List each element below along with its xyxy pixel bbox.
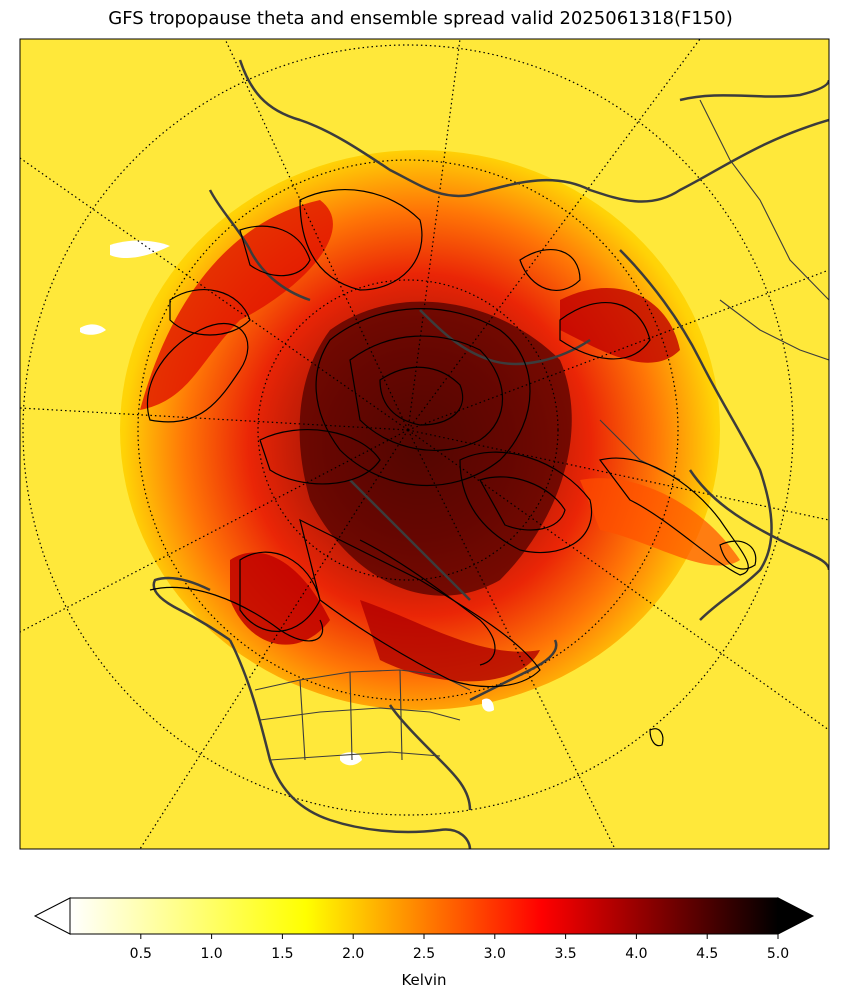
colorbar-tick-label: 1.5	[271, 946, 293, 962]
coastlines	[152, 59, 829, 849]
colorbar-extend-low	[33, 897, 71, 935]
colorbar-label: Kelvin	[401, 971, 446, 989]
colorbar-gradient	[69, 897, 779, 935]
map-frame	[19, 38, 830, 850]
colorbar-tick-label: 0.5	[130, 946, 152, 962]
colorbar-ticks: 0.5 1.0 1.5 2.0 2.5 3.0 3.5 4.0 4.5 5.0	[130, 934, 789, 962]
figure-title: GFS tropopause theta and ensemble spread…	[108, 8, 733, 29]
map-panel	[19, 38, 830, 850]
spread-field	[20, 39, 829, 849]
colorbar-tick-label: 5.0	[767, 946, 789, 962]
colorbar-tick-label: 3.0	[484, 946, 506, 962]
theta-contours	[146, 189, 757, 747]
colorbar-tick-label: 2.0	[342, 946, 364, 962]
colorbar-tick-label: 4.0	[625, 946, 647, 962]
borders	[254, 99, 829, 761]
colorbar-tick-label: 2.5	[413, 946, 435, 962]
colorbar-extend-high	[777, 897, 815, 935]
colorbar-tick-label: 3.5	[554, 946, 576, 962]
colorbar-tick-label: 4.5	[696, 946, 718, 962]
graticule	[20, 39, 829, 849]
colorbar-tick-label: 1.0	[200, 946, 222, 962]
